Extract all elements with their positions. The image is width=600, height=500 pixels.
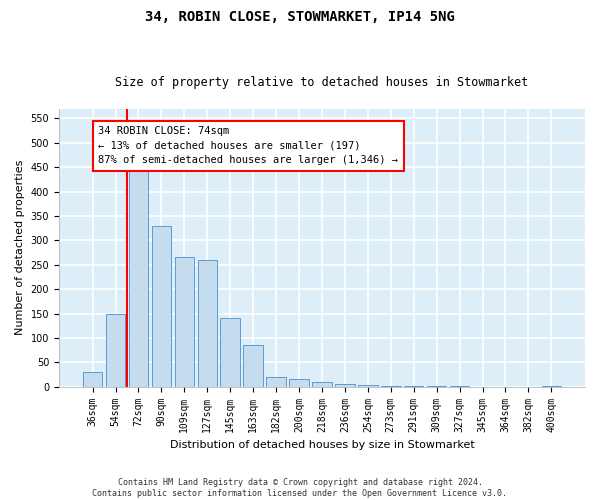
Bar xyxy=(175,258,194,386)
Bar xyxy=(266,377,286,386)
Bar xyxy=(289,380,309,386)
Bar xyxy=(197,260,217,386)
Bar xyxy=(106,314,125,386)
Bar xyxy=(244,345,263,387)
Bar xyxy=(152,226,171,386)
Bar xyxy=(83,372,103,386)
Bar xyxy=(220,318,240,386)
Y-axis label: Number of detached properties: Number of detached properties xyxy=(15,160,25,336)
Bar xyxy=(312,382,332,386)
Text: Contains HM Land Registry data © Crown copyright and database right 2024.
Contai: Contains HM Land Registry data © Crown c… xyxy=(92,478,508,498)
Title: Size of property relative to detached houses in Stowmarket: Size of property relative to detached ho… xyxy=(115,76,529,90)
X-axis label: Distribution of detached houses by size in Stowmarket: Distribution of detached houses by size … xyxy=(170,440,475,450)
Bar xyxy=(128,138,148,386)
Text: 34 ROBIN CLOSE: 74sqm
← 13% of detached houses are smaller (197)
87% of semi-det: 34 ROBIN CLOSE: 74sqm ← 13% of detached … xyxy=(98,126,398,166)
Bar xyxy=(358,385,377,386)
Text: 34, ROBIN CLOSE, STOWMARKET, IP14 5NG: 34, ROBIN CLOSE, STOWMARKET, IP14 5NG xyxy=(145,10,455,24)
Bar xyxy=(335,384,355,386)
